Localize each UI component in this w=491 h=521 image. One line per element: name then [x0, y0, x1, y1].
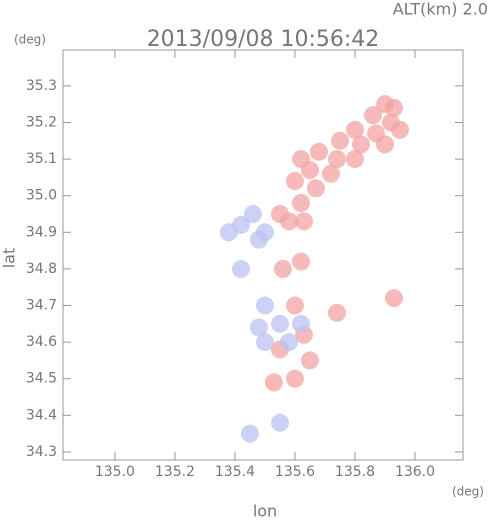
- radar-echo: [264, 373, 283, 392]
- radar-echo: [240, 424, 259, 443]
- y-tick-label: 35.2: [26, 114, 57, 130]
- y-tick-label: 34.8: [26, 261, 57, 277]
- radar-echo: [330, 131, 349, 150]
- radar-echo: [321, 164, 340, 183]
- radar-echo: [327, 303, 346, 322]
- y-tick-label: 35.0: [26, 188, 57, 204]
- radar-echo: [255, 296, 274, 315]
- radar-echo: [291, 314, 310, 333]
- y-unit: (deg): [14, 33, 46, 47]
- radar-echo: [279, 333, 298, 352]
- x-tick-label: 135.2: [155, 464, 195, 480]
- radar-echo: [294, 212, 313, 231]
- radar-echo: [219, 223, 238, 242]
- altitude: ALT(km) 2.0: [393, 0, 488, 19]
- y-tick-label: 34.3: [26, 444, 57, 460]
- radar-echo: [309, 142, 328, 161]
- radar-echo: [327, 150, 346, 169]
- radar-echo: [384, 98, 403, 117]
- radar-echo: [273, 259, 292, 278]
- x-axis-label: lon: [253, 502, 277, 521]
- radar-echo: [363, 106, 382, 125]
- radar-echo: [270, 205, 289, 223]
- chart-title: 2013/09/08 10:56:42: [147, 27, 380, 52]
- radar-echo: [285, 172, 304, 191]
- radar-echo: [345, 150, 364, 169]
- x-tick-label: 135.6: [275, 464, 315, 480]
- radar-echo: [231, 259, 250, 278]
- radar-echo: [285, 369, 304, 388]
- x-unit: (deg): [452, 485, 484, 499]
- radar-echo: [285, 296, 304, 315]
- y-axis-label: lat: [0, 248, 19, 269]
- radar-echo: [249, 230, 268, 249]
- radar-echo: [243, 205, 262, 223]
- radar-echo: [255, 333, 274, 352]
- radar-echo: [351, 135, 370, 154]
- y-tick-label: 35.3: [26, 78, 57, 94]
- y-tick-label: 34.5: [26, 371, 57, 387]
- y-tick-label: 34.6: [26, 334, 57, 350]
- x-tick-label: 135.0: [95, 464, 135, 480]
- x-tick-label: 135.8: [335, 464, 375, 480]
- radar-echo: [300, 161, 319, 180]
- x-tick-label: 135.4: [215, 464, 255, 480]
- y-tick-label: 34.7: [26, 298, 57, 314]
- radar-echo: [390, 120, 409, 139]
- radar-echo: [291, 194, 310, 213]
- radar-echo: [384, 289, 403, 308]
- radar-echo: [270, 314, 289, 333]
- radar-echo: [291, 252, 310, 271]
- y-tick-label: 34.9: [26, 224, 57, 240]
- x-tick-label: 136.0: [395, 464, 435, 480]
- radar-echo: [249, 318, 268, 337]
- radar-echo: [375, 135, 394, 154]
- radar-echo: [345, 120, 364, 139]
- radar-echo: [306, 179, 325, 198]
- radar-echo: [270, 413, 289, 432]
- plot-frame: [62, 49, 464, 461]
- y-tick-label: 35.1: [26, 151, 57, 167]
- y-tick-label: 34.4: [26, 407, 57, 423]
- radar-echo: [300, 351, 319, 370]
